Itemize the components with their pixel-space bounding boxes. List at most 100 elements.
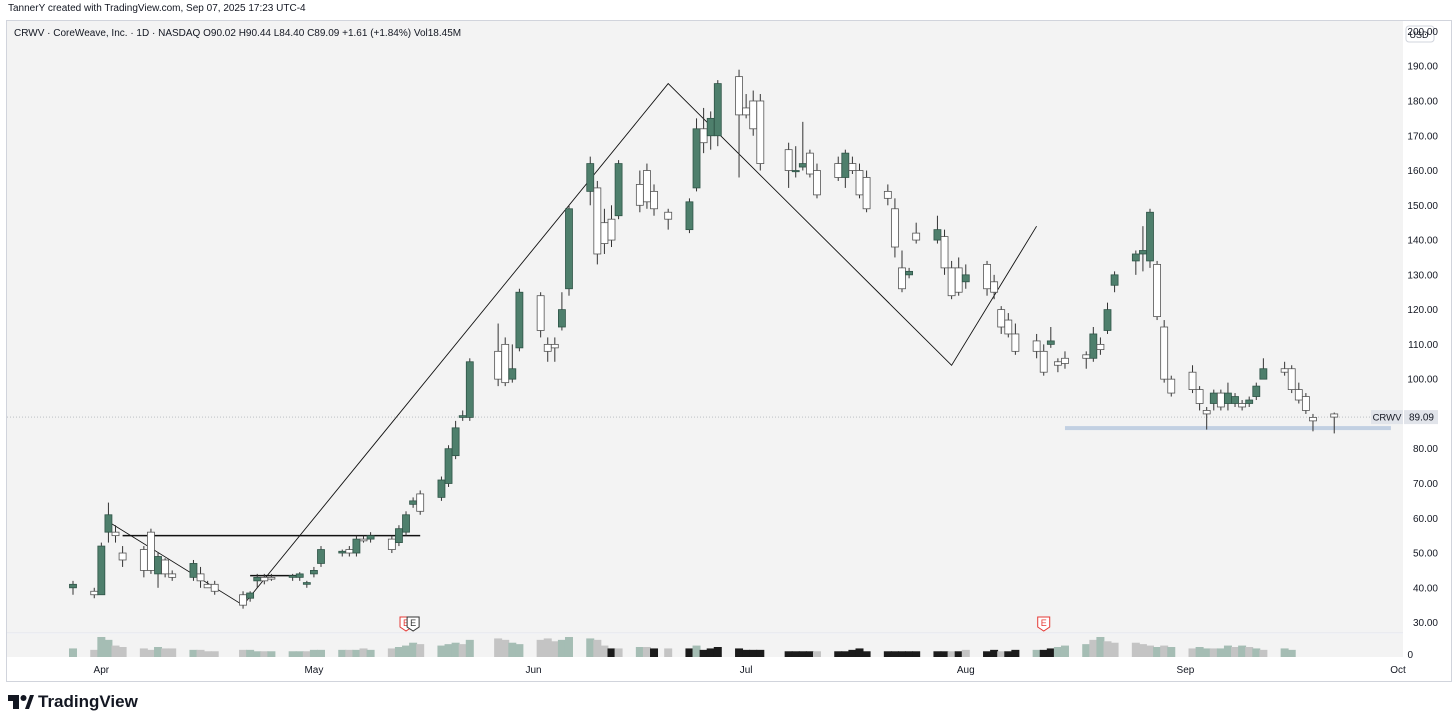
- candle[interactable]: [1046, 327, 1055, 348]
- candle[interactable]: [1245, 396, 1254, 407]
- candle[interactable]: [912, 222, 921, 244]
- candle[interactable]: [614, 160, 623, 220]
- candle[interactable]: [1330, 412, 1339, 434]
- candle[interactable]: [1004, 313, 1013, 338]
- candle[interactable]: [1039, 344, 1048, 376]
- candle[interactable]: [756, 94, 765, 171]
- candle[interactable]: [891, 198, 899, 258]
- candle[interactable]: [1238, 400, 1247, 411]
- candle[interactable]: [1188, 365, 1197, 394]
- earnings-marker[interactable]: E: [406, 616, 420, 632]
- support-zone[interactable]: [1064, 426, 1391, 431]
- candle[interactable]: [1061, 351, 1069, 369]
- candle[interactable]: [161, 558, 170, 578]
- candle[interactable]: [387, 535, 396, 554]
- candle[interactable]: [1216, 389, 1225, 411]
- candle[interactable]: [805, 149, 814, 178]
- candle[interactable]: [692, 118, 701, 192]
- candle[interactable]: [189, 559, 198, 581]
- candle[interactable]: [196, 566, 205, 588]
- candle[interactable]: [1301, 393, 1310, 414]
- candle[interactable]: [1032, 333, 1041, 359]
- candle[interactable]: [983, 260, 991, 296]
- candle[interactable]: [940, 229, 949, 275]
- candle[interactable]: [508, 344, 517, 383]
- candle[interactable]: [898, 250, 906, 293]
- candle[interactable]: [1167, 375, 1176, 397]
- candle[interactable]: [791, 146, 800, 178]
- candle[interactable]: [104, 502, 113, 543]
- candle[interactable]: [366, 532, 375, 543]
- candle[interactable]: [465, 358, 474, 421]
- candle[interactable]: [607, 205, 616, 248]
- candle[interactable]: [246, 591, 255, 602]
- candle[interactable]: [295, 572, 304, 581]
- candle[interactable]: [168, 570, 177, 581]
- candle[interactable]: [210, 580, 219, 595]
- candle[interactable]: [302, 580, 311, 588]
- candle[interactable]: [565, 205, 573, 296]
- candle[interactable]: [664, 208, 673, 230]
- candle[interactable]: [1146, 208, 1154, 268]
- candle[interactable]: [1110, 271, 1119, 293]
- candle[interactable]: [883, 184, 892, 206]
- candle[interactable]: [1287, 365, 1296, 394]
- candle[interactable]: [1131, 250, 1140, 275]
- candle[interactable]: [111, 525, 120, 543]
- candle[interactable]: [437, 476, 446, 501]
- candle[interactable]: [352, 535, 361, 557]
- candle[interactable]: [239, 591, 247, 609]
- candle[interactable]: [1103, 302, 1112, 334]
- candle[interactable]: [359, 535, 368, 543]
- candle[interactable]: [650, 184, 658, 216]
- candle[interactable]: [550, 337, 559, 362]
- candle[interactable]: [933, 215, 942, 244]
- candle[interactable]: [643, 163, 651, 209]
- candle[interactable]: [593, 180, 602, 265]
- candle[interactable]: [784, 142, 793, 188]
- candle[interactable]: [558, 292, 566, 331]
- candle[interactable]: [97, 542, 106, 596]
- candle[interactable]: [862, 170, 871, 213]
- candle[interactable]: [515, 288, 524, 352]
- candle[interactable]: [310, 566, 318, 578]
- candle[interactable]: [69, 580, 77, 595]
- candle[interactable]: [1294, 382, 1303, 404]
- candle[interactable]: [267, 573, 276, 581]
- candle[interactable]: [402, 511, 410, 536]
- candle[interactable]: [905, 267, 913, 279]
- candle[interactable]: [1096, 337, 1105, 355]
- candle[interactable]: [586, 156, 595, 206]
- candle[interactable]: [118, 546, 127, 567]
- candle[interactable]: [147, 528, 155, 574]
- candle[interactable]: [713, 80, 722, 147]
- candle[interactable]: [501, 337, 510, 387]
- candle[interactable]: [1195, 386, 1204, 411]
- candle[interactable]: [395, 525, 403, 547]
- candle[interactable]: [848, 156, 857, 174]
- candle[interactable]: [685, 198, 694, 234]
- candle[interactable]: [444, 445, 453, 487]
- candle[interactable]: [813, 163, 821, 199]
- candle[interactable]: [1202, 406, 1211, 430]
- candle[interactable]: [416, 490, 425, 515]
- candle[interactable]: [536, 292, 545, 338]
- candle[interactable]: [1231, 393, 1239, 407]
- candle[interactable]: [990, 274, 999, 300]
- candle[interactable]: [997, 306, 1006, 334]
- candle[interactable]: [1309, 413, 1317, 432]
- earnings-marker[interactable]: E: [1037, 616, 1051, 632]
- candle[interactable]: [317, 546, 325, 567]
- candle[interactable]: [1153, 260, 1161, 321]
- candle[interactable]: [1259, 358, 1268, 380]
- candle[interactable]: [1011, 323, 1020, 355]
- candle[interactable]: [961, 264, 970, 289]
- candle[interactable]: [451, 420, 460, 460]
- currency-button[interactable]: [1405, 25, 1435, 43]
- tradingview-brand[interactable]: TradingView: [8, 692, 138, 712]
- candle[interactable]: [735, 69, 743, 178]
- candle[interactable]: [1252, 382, 1261, 401]
- candle[interactable]: [1160, 320, 1169, 383]
